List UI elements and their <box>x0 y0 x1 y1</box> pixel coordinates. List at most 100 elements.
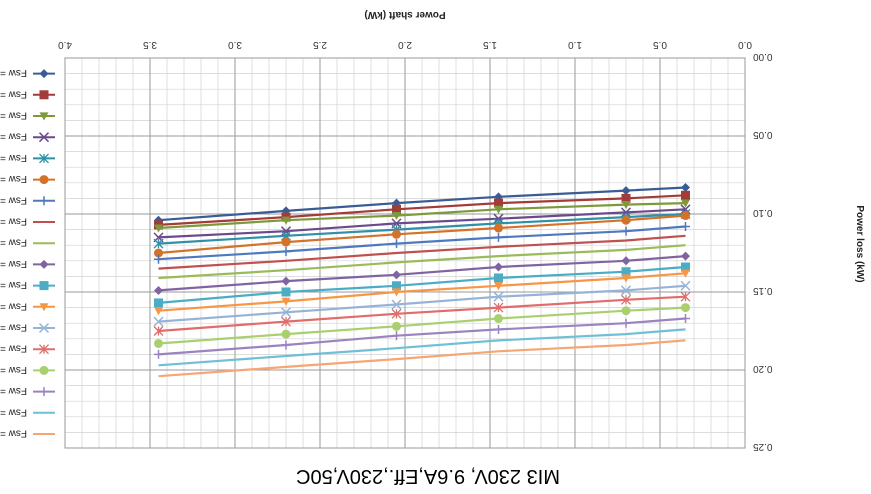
series-point <box>392 211 401 221</box>
series-point <box>621 306 631 316</box>
legend-marker <box>39 112 49 121</box>
x-tick-label: 1.0 <box>568 39 582 50</box>
series-point <box>154 338 163 348</box>
legend-marker <box>39 387 49 397</box>
legend-label: Fsw = 14kHz <box>0 385 27 396</box>
series-group <box>158 234 686 270</box>
series-point <box>621 215 631 225</box>
series-line <box>158 225 686 261</box>
legend-marker <box>38 322 50 334</box>
series-point <box>392 288 401 297</box>
series-point <box>681 190 690 200</box>
legend-item: Fsw = 1kHz <box>0 67 55 79</box>
series-point <box>281 297 291 306</box>
legend-item: Fsw = 14kHz <box>0 385 55 396</box>
legend-item: Fsw = 4kHz <box>0 173 55 185</box>
legend-item: Fsw = 15kHz <box>0 406 55 417</box>
series-point <box>681 182 690 192</box>
series-point <box>154 285 163 295</box>
x-tick-label: 0.0 <box>738 39 752 50</box>
series-group <box>158 244 686 280</box>
series-line <box>158 339 686 378</box>
series-point <box>392 229 401 239</box>
series-line <box>158 272 686 312</box>
x-tick-label: 0.5 <box>653 39 667 50</box>
series-point <box>392 281 401 291</box>
series-point <box>621 226 631 236</box>
legend-label: Fsw = 7kHz <box>0 237 27 248</box>
series-group <box>158 339 686 378</box>
series-point <box>493 302 504 313</box>
legend-marker <box>39 259 49 269</box>
legend-label: Fsw = 13kHz <box>0 364 27 375</box>
series-point <box>681 303 690 313</box>
series-line <box>158 328 686 367</box>
series-point <box>681 314 690 324</box>
series-group <box>154 269 690 316</box>
series-point <box>392 239 401 249</box>
series-point <box>494 324 503 334</box>
y-tick-label: 0.05 <box>753 129 773 140</box>
series-point <box>281 246 291 256</box>
series-point <box>154 349 163 359</box>
series-line <box>158 202 686 230</box>
series-point <box>681 269 690 278</box>
series-group <box>153 291 691 336</box>
legend-item: Fsw = 12kHz <box>0 343 55 355</box>
series-point <box>281 329 291 339</box>
series-group <box>154 199 690 233</box>
series-point <box>154 254 163 264</box>
series-point <box>681 262 690 272</box>
legend-marker <box>39 303 49 312</box>
series-group <box>154 211 690 258</box>
series-point <box>621 193 631 203</box>
legend-item: Fsw = 3.5kHz <box>0 152 55 164</box>
series-point <box>494 232 503 242</box>
legend-marker <box>39 365 49 375</box>
series-point <box>154 307 163 316</box>
series-line <box>158 186 686 222</box>
series-group <box>154 262 690 308</box>
series-line <box>158 244 686 280</box>
legend-item: Fsw = 13kHz <box>0 364 55 375</box>
series-point <box>621 256 631 266</box>
legend-label: Fsw = 11kHz <box>0 322 27 333</box>
legend-item: Fsw = 10kHz <box>0 300 55 312</box>
series-point <box>281 216 291 225</box>
legend: Fsw = 16kHz Fsw = 15kHz Fsw = 14kHz Fsw = 1… <box>0 67 55 439</box>
series-point <box>621 201 631 210</box>
legend-label: Fsw = 4kHz <box>0 173 27 184</box>
legend-marker <box>39 175 49 185</box>
series-point <box>621 267 631 277</box>
series-point <box>621 274 631 283</box>
legend-item: Fsw = 2kHz <box>0 110 55 121</box>
series-point <box>391 299 402 310</box>
legend-item: Fsw = 11kHz <box>0 322 55 334</box>
legend-label: Fsw = 8kHz <box>0 258 27 269</box>
legend-marker <box>39 281 49 291</box>
series-line <box>158 317 686 356</box>
series-point <box>281 287 291 297</box>
series-point <box>281 237 291 247</box>
series-point <box>494 262 503 272</box>
y-axis-title: Power loss (kW) <box>854 205 865 282</box>
series-point <box>493 291 504 302</box>
series-point <box>621 318 631 328</box>
x-tick-label: 3.0 <box>228 39 242 50</box>
series-point <box>494 223 503 233</box>
series-group <box>154 221 690 264</box>
x-axis-title: Power shaft (kW) <box>364 9 445 20</box>
legend-item: Fsw = 5kHz <box>0 194 55 206</box>
series-point <box>681 251 690 261</box>
legend-item: Fsw = 1.5kHz <box>0 88 55 100</box>
series-point <box>392 321 401 331</box>
legend-label: Fsw = 15kHz <box>0 406 27 417</box>
legend-label: Fsw = 5kHz <box>0 194 27 205</box>
legend-label: Fsw = 3.5kHz <box>0 152 27 163</box>
x-tick-label: 2.5 <box>313 39 327 50</box>
legend-item: Fsw = 16kHz <box>0 428 55 439</box>
legend-label: Fsw = 9kHz <box>0 279 27 290</box>
series-line <box>158 255 686 292</box>
series-point <box>681 199 690 208</box>
